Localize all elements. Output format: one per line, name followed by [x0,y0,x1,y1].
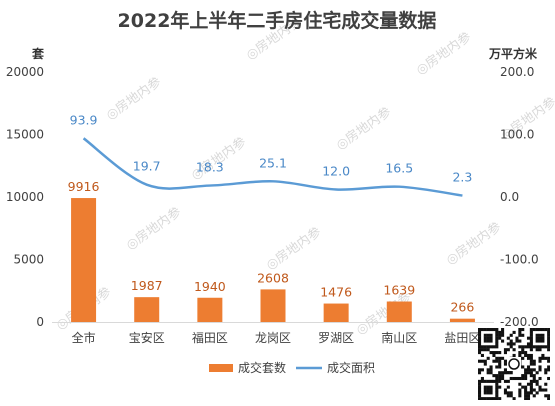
watermark-text: ◎房地内参 [333,104,394,153]
line-labels: 93.9 19.7 18.3 25.1 12.0 16.5 2.3 [70,112,473,184]
category-label: 全市 [72,330,96,345]
line-value-label: 12.0 [322,164,350,179]
left-tick-label: 20000 [6,65,44,79]
line-value-label: 93.9 [70,112,98,127]
right-tick-label: 100.0 [500,128,534,142]
bar-value-label: 2608 [257,270,289,285]
watermark-text: ◎房地内参 [123,204,184,253]
line-value-label: 19.7 [133,159,161,174]
category-label: 盐田区 [444,331,480,345]
legend-bar-swatch [209,364,233,372]
legend: 成交套数 成交面积 [209,360,375,375]
legend-bar-label: 成交套数 [238,360,286,375]
right-tick-label: 0.0 [500,190,519,204]
category-label: 罗湖区 [318,330,354,345]
watermark-text: ◎房地内参 [263,224,324,273]
watermark-text: ◎房地内参 [103,74,164,123]
left-axis-ticks: 0 5000 10000 15000 20000 [6,65,44,329]
line-value-label: 25.1 [259,155,287,170]
left-tick-label: 15000 [6,128,44,142]
left-tick-label: 10000 [6,190,44,204]
legend-line-label: 成交面积 [327,360,375,375]
left-tick-label: 0 [36,315,44,329]
bar-value-label: 1987 [131,278,163,293]
category-label: 福田区 [192,330,228,345]
bar-value-label: 266 [450,300,474,315]
line-value-label: 18.3 [196,160,224,175]
category-label: 宝安区 [129,330,165,345]
watermark-text: ◎房地内参 [413,29,474,78]
category-label: 南山区 [381,330,417,345]
area-line [82,137,463,197]
bar-南山区 [386,301,412,322]
bar-全市 [71,198,97,322]
bar-福田区 [197,297,223,322]
watermark-text: ◎房地内参 [443,219,504,268]
qr-code-icon [478,328,550,400]
bar-罗湖区 [323,303,349,322]
bar-value-label: 9916 [68,179,100,194]
bar-value-label: 1940 [194,279,226,294]
category-label: 龙岗区 [255,331,291,345]
right-tick-label: -100.0 [500,253,539,267]
bar-宝安区 [134,297,160,322]
bar-value-label: 1639 [383,283,415,298]
bar-series [71,198,475,322]
left-axis-unit: 套 [31,46,45,61]
line-value-label: 16.5 [385,161,413,176]
chart-title: 2022年上半年二手房住宅成交量数据 [118,9,437,32]
left-tick-label: 5000 [13,253,44,267]
category-labels: 全市 宝安区 福田区 龙岗区 罗湖区 南山区 盐田区 [72,330,481,345]
right-tick-label: 200.0 [500,65,534,79]
line-value-label: 2.3 [452,170,472,185]
bar-value-label: 1476 [320,285,352,300]
bar-labels: 9916 1987 1940 2608 1476 1639 266 [68,179,475,315]
watermark-layer: ◎房地内参◎房地内参 ◎房地内参◎房地内参◎房地内参 ◎房地内参◎房地内参 ◎房地内参… [53,14,555,338]
watermark-text: ◎房地内参 [188,134,249,183]
right-axis-unit: 万平方米 [488,46,538,61]
right-axis-ticks: -200.0 -100.0 0.0 100.0 200.0 [500,65,539,329]
bar-龙岗区 [260,289,286,322]
right-tick-label: -200.0 [500,315,539,329]
bar-盐田区 [449,318,475,322]
